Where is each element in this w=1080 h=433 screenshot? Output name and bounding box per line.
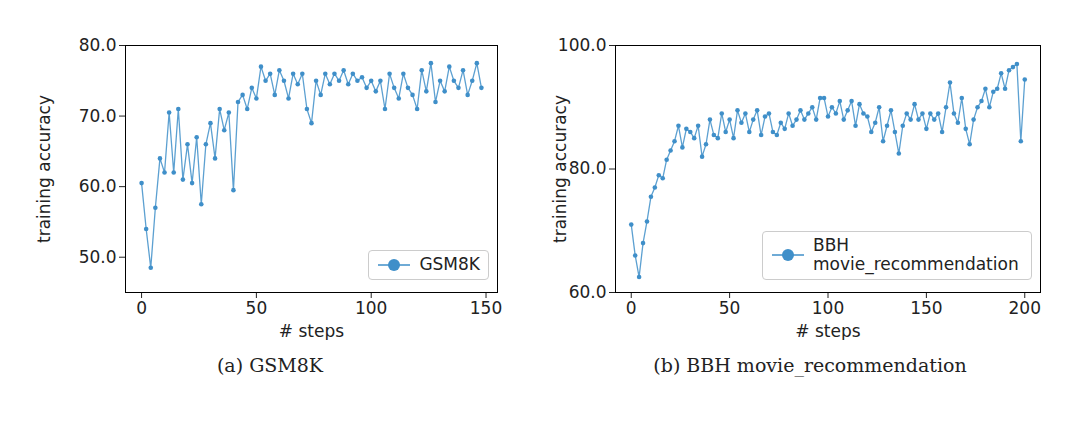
svg-text:150: 150 <box>910 298 942 318</box>
html-text:BBH movie_recommendation: BBH movie_recommendation <box>813 234 1019 275</box>
svg-text:training accuracy: training accuracy <box>34 95 54 243</box>
svg-text:80.0: 80.0 <box>569 158 607 178</box>
svg-text:0: 0 <box>626 298 637 318</box>
svg-text:80.0: 80.0 <box>79 35 117 55</box>
svg-text:0: 0 <box>136 298 147 318</box>
svg-text:150: 150 <box>470 298 502 318</box>
svg-text:100.0: 100.0 <box>558 35 607 55</box>
svg-text:training accuracy: training accuracy <box>550 95 570 243</box>
html-text:(a) GSM8K: (a) GSM8K <box>216 354 324 376</box>
svg-text:200: 200 <box>1009 298 1041 318</box>
svg-text:50: 50 <box>246 298 268 318</box>
html-text:(b) BBH movie_recommendation: (b) BBH movie_recommendation <box>653 354 967 376</box>
svg-text:50.0: 50.0 <box>79 247 117 267</box>
svg-text:# steps: # steps <box>795 321 860 341</box>
svg-text:100: 100 <box>812 298 844 318</box>
svg-text:100: 100 <box>355 298 387 318</box>
svg-text:70.0: 70.0 <box>79 106 117 126</box>
svg-text:50: 50 <box>719 298 741 318</box>
svg-text:60.0: 60.0 <box>79 176 117 196</box>
html-text:GSM8K: GSM8K <box>419 254 480 275</box>
svg-text:60.0: 60.0 <box>569 282 607 302</box>
svg-text:# steps: # steps <box>279 321 344 341</box>
